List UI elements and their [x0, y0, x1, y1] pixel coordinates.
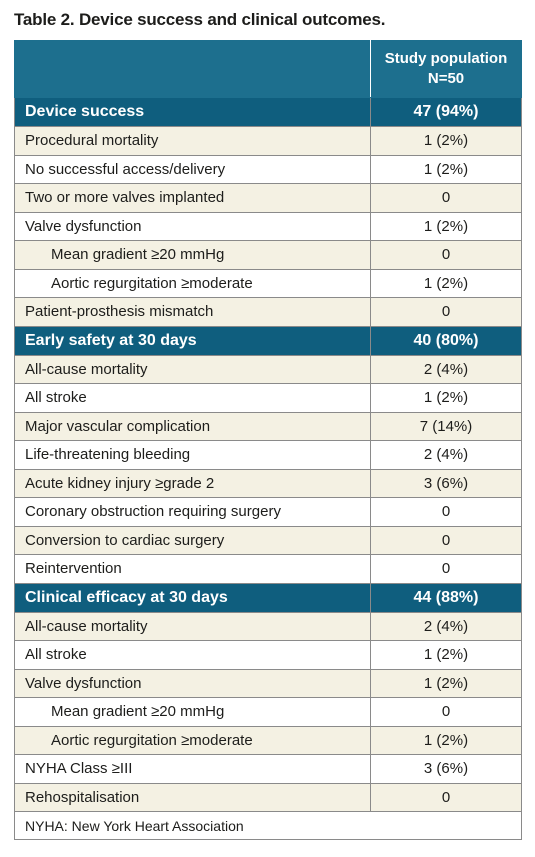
row-label: Life-threatening bleeding [14, 440, 371, 470]
row-value: 0 [370, 697, 522, 727]
row-label: Reintervention [14, 554, 371, 584]
row-value: 0 [370, 497, 522, 527]
header-study-population: Study population N=50 [370, 40, 522, 98]
header-line-1: Study population [384, 50, 508, 67]
row-value: 0 [370, 782, 522, 812]
row-label: Major vascular complication [14, 411, 371, 441]
row-label: All-cause mortality [14, 354, 371, 384]
table-row: Mean gradient ≥20 mmHg 0 [14, 240, 522, 270]
row-label: No successful access/delivery [14, 154, 371, 184]
row-label: Procedural mortality [14, 126, 371, 156]
section-header-row: Early safety at 30 days 40 (80%) [14, 325, 522, 356]
row-label: Valve dysfunction [14, 211, 371, 241]
row-value: 2 (4%) [370, 611, 522, 641]
table-row: Mean gradient ≥20 mmHg 0 [14, 697, 522, 727]
row-label: All stroke [14, 640, 371, 670]
row-value: 3 (6%) [370, 754, 522, 784]
table-header-row: Study population N=50 [14, 40, 522, 98]
row-label: Rehospitalisation [14, 782, 371, 812]
row-value: 0 [370, 240, 522, 270]
table-row: Patient-prosthesis mismatch 0 [14, 297, 522, 327]
table-row: All-cause mortality 2 (4%) [14, 611, 522, 641]
row-value: 2 (4%) [370, 440, 522, 470]
row-value: 0 [370, 525, 522, 555]
row-label: Mean gradient ≥20 mmHg [14, 697, 371, 727]
table-row: All-cause mortality 2 (4%) [14, 354, 522, 384]
section-value: 40 (80%) [370, 325, 522, 356]
row-value: 1 (2%) [370, 640, 522, 670]
row-value: 1 (2%) [370, 154, 522, 184]
table-row: Aortic regurgitation ≥moderate 1 (2%) [14, 268, 522, 298]
footnote: NYHA: New York Heart Association [14, 811, 522, 840]
row-value: 1 (2%) [370, 383, 522, 413]
row-label: All stroke [14, 383, 371, 413]
header-blank-cell [14, 40, 371, 98]
table-row: Reintervention 0 [14, 554, 522, 584]
table-row: No successful access/delivery 1 (2%) [14, 154, 522, 184]
row-value: 3 (6%) [370, 468, 522, 498]
table-row: Two or more valves implanted 0 [14, 183, 522, 213]
row-label: Coronary obstruction requiring surgery [14, 497, 371, 527]
row-label: Conversion to cardiac surgery [14, 525, 371, 555]
row-value: 1 (2%) [370, 268, 522, 298]
table-row: All stroke 1 (2%) [14, 383, 522, 413]
table-row: Valve dysfunction 1 (2%) [14, 668, 522, 698]
row-value: 1 (2%) [370, 725, 522, 755]
table-row: Aortic regurgitation ≥moderate 1 (2%) [14, 725, 522, 755]
row-value: 0 [370, 297, 522, 327]
row-value: 0 [370, 183, 522, 213]
footnote-row: NYHA: New York Heart Association [14, 811, 522, 840]
row-value: 1 (2%) [370, 668, 522, 698]
row-label: Aortic regurgitation ≥moderate [14, 725, 371, 755]
table-row: Coronary obstruction requiring surgery 0 [14, 497, 522, 527]
section-value: 44 (88%) [370, 582, 522, 613]
section-label: Early safety at 30 days [14, 325, 371, 356]
section-label: Clinical efficacy at 30 days [14, 582, 371, 613]
header-line-2: N=50 [427, 70, 465, 87]
table-row: NYHA Class ≥III 3 (6%) [14, 754, 522, 784]
table-body: Device success 47 (94%) Procedural mortali… [14, 97, 522, 812]
table-row: All stroke 1 (2%) [14, 640, 522, 670]
table-row: Major vascular complication 7 (14%) [14, 411, 522, 441]
row-label: Valve dysfunction [14, 668, 371, 698]
row-label: Two or more valves implanted [14, 183, 371, 213]
row-label: Mean gradient ≥20 mmHg [14, 240, 371, 270]
row-label: All-cause mortality [14, 611, 371, 641]
row-value: 1 (2%) [370, 211, 522, 241]
row-value: 0 [370, 554, 522, 584]
table-row: Procedural mortality 1 (2%) [14, 126, 522, 156]
row-value: 1 (2%) [370, 126, 522, 156]
table-row: Rehospitalisation 0 [14, 782, 522, 812]
section-header-row: Clinical efficacy at 30 days 44 (88%) [14, 582, 522, 613]
table-row: Conversion to cardiac surgery 0 [14, 525, 522, 555]
outcomes-table: Study population N=50 Device success 47 (… [14, 40, 522, 840]
table-title: Table 2. Device success and clinical out… [14, 10, 386, 29]
row-label: Aortic regurgitation ≥moderate [14, 268, 371, 298]
row-label: Acute kidney injury ≥grade 2 [14, 468, 371, 498]
section-label: Device success [14, 97, 371, 127]
row-label: Patient-prosthesis mismatch [14, 297, 371, 327]
row-value: 7 (14%) [370, 411, 522, 441]
row-value: 2 (4%) [370, 354, 522, 384]
row-label: NYHA Class ≥III [14, 754, 371, 784]
section-value: 47 (94%) [370, 97, 522, 127]
section-header-row: Device success 47 (94%) [14, 97, 522, 127]
table-row: Valve dysfunction 1 (2%) [14, 211, 522, 241]
table-row: Life-threatening bleeding 2 (4%) [14, 440, 522, 470]
